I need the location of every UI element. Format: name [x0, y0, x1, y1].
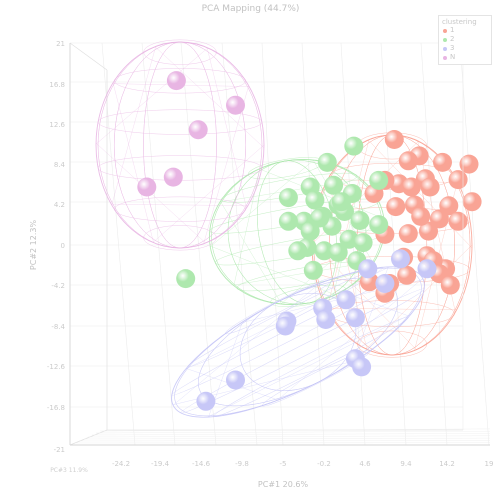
z-axis-label: PC#3 11.9% — [50, 467, 88, 474]
data-point-cluster-2 — [176, 269, 196, 289]
data-point-cluster-3 — [391, 249, 410, 269]
data-point-cluster-1 — [459, 154, 479, 174]
legend-item: 2 — [439, 35, 491, 44]
data-point-cluster-2 — [305, 190, 325, 210]
data-point-cluster-1 — [420, 177, 440, 197]
data-point-cluster-3 — [352, 357, 372, 377]
data-point-cluster-2 — [328, 242, 348, 262]
data-point-cluster-3 — [275, 316, 295, 336]
data-point-cluster-2 — [278, 211, 298, 231]
ellipse-N — [95, 39, 265, 251]
data-point-cluster-2 — [369, 215, 389, 235]
legend-label: 2 — [450, 35, 455, 43]
y-tick-label: 12.6 — [49, 121, 65, 129]
x-tick-label: 9.4 — [400, 460, 412, 468]
y-tick-label: -21 — [54, 446, 65, 454]
data-point-cluster-1 — [462, 192, 482, 212]
x-tick-label: -14.6 — [192, 460, 211, 468]
data-point-cluster-3 — [358, 259, 378, 279]
data-points — [137, 71, 482, 411]
data-point-cluster-3 — [417, 259, 437, 279]
y-tick-label: -12.6 — [47, 363, 66, 371]
data-point-cluster-2 — [314, 241, 334, 261]
y-tick-label: 0 — [61, 242, 65, 250]
y-axis-label: PC#2 12.3% — [29, 220, 38, 271]
data-point-cluster-n — [226, 95, 245, 115]
data-point-cluster-1 — [397, 265, 417, 285]
data-point-cluster-1 — [448, 211, 468, 231]
data-point-cluster-1 — [398, 224, 418, 244]
legend-swatch — [443, 28, 447, 33]
y-tick-label: 8.4 — [54, 161, 66, 169]
x-tick-label: 4.6 — [359, 460, 371, 468]
data-point-cluster-2 — [317, 152, 337, 172]
y-tick-label: -16.8 — [47, 404, 65, 412]
data-point-cluster-1 — [386, 197, 406, 217]
data-point-cluster-2 — [344, 136, 364, 156]
legend-item: 3 — [439, 44, 491, 53]
y-tick-label: 16.8 — [49, 81, 65, 89]
data-point-cluster-2 — [303, 260, 323, 280]
x-tick-label: -5 — [280, 460, 287, 468]
data-point-cluster-1 — [429, 209, 449, 229]
data-point-cluster-2 — [350, 211, 370, 230]
data-point-cluster-1 — [384, 130, 404, 149]
data-point-cluster-2 — [300, 221, 320, 241]
data-point-cluster-2 — [331, 192, 351, 212]
x-tick-label: 14.2 — [439, 460, 455, 468]
data-point-cluster-1 — [411, 206, 431, 226]
data-point-cluster-1 — [439, 196, 459, 216]
data-point-cluster-3 — [345, 308, 365, 328]
y-tick-label: 4.2 — [54, 201, 65, 209]
data-point-cluster-1 — [440, 275, 460, 295]
data-point-cluster-2 — [310, 208, 330, 228]
confidence-ellipses — [95, 39, 473, 418]
data-point-cluster-2 — [324, 175, 344, 195]
data-point-cluster-1 — [448, 170, 468, 190]
data-point-cluster-1 — [398, 151, 418, 171]
data-point-cluster-3 — [316, 310, 336, 329]
data-point-cluster-2 — [288, 241, 308, 261]
legend-swatch — [443, 55, 447, 60]
data-point-cluster-1 — [433, 152, 452, 172]
data-point-cluster-2 — [278, 188, 298, 208]
x-tick-label: -19.4 — [151, 460, 170, 468]
legend-title: clustering — [442, 18, 477, 26]
chart-grid — [69, 42, 491, 446]
chart-axes — [69, 43, 490, 446]
y-tick-label: -8.4 — [51, 323, 65, 331]
tick-labels: -24.2 -19.4 -14.6 -9.8 -5 -0.2 4.6 9.4 14.2 19 21 1… — [47, 40, 494, 468]
x-axis-label: PC#1 20.6% — [258, 480, 309, 489]
x-tick-label: -0.2 — [317, 460, 331, 468]
data-point-cluster-3 — [196, 391, 216, 411]
legend-label: 3 — [450, 44, 455, 52]
legend-label: 1 — [450, 26, 455, 34]
data-point-cluster-3 — [336, 290, 356, 310]
data-point-cluster-n — [163, 167, 183, 187]
x-tick-label: 19 — [485, 460, 494, 468]
legend-swatch — [443, 46, 447, 51]
chart-title: PCA Mapping (44.7%) — [201, 4, 300, 14]
data-point-cluster-n — [188, 120, 208, 140]
data-point-cluster-3 — [226, 370, 245, 390]
data-point-cluster-2 — [353, 233, 373, 253]
data-point-cluster-1 — [401, 177, 421, 197]
data-point-cluster-3 — [375, 274, 395, 293]
legend-label: N — [450, 53, 456, 61]
data-point-cluster-n — [137, 177, 157, 197]
x-tick-label: -24.2 — [112, 460, 130, 468]
legend-item: N — [439, 53, 491, 62]
x-tick-label: -9.8 — [235, 460, 249, 468]
legend-swatch — [443, 37, 447, 42]
data-point-cluster-1 — [419, 221, 438, 241]
y-tick-label: 21 — [56, 40, 65, 48]
legend-item: 1 — [439, 26, 491, 35]
data-point-cluster-2 — [369, 170, 389, 190]
data-point-cluster-n — [166, 71, 186, 91]
y-tick-label: -4.2 — [51, 282, 65, 290]
